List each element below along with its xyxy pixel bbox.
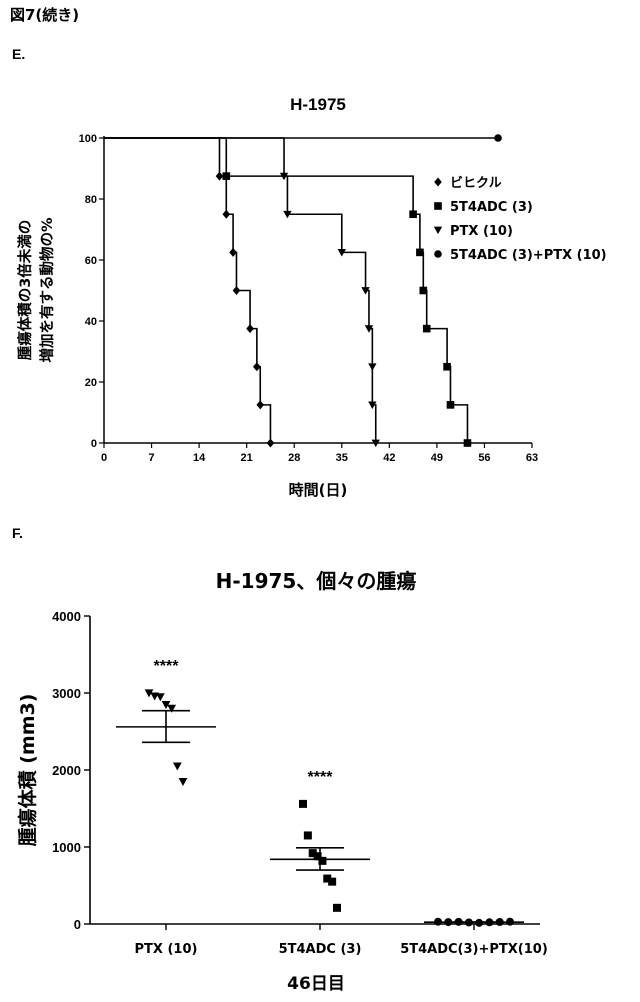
group-2-point bbox=[485, 918, 493, 926]
series-1-point bbox=[416, 249, 424, 257]
y-tick-label: 1000 bbox=[52, 840, 81, 855]
y-tick-label: 40 bbox=[85, 316, 97, 328]
x-tick-label: 21 bbox=[241, 452, 253, 464]
series-0-point bbox=[256, 400, 264, 409]
x-tick-label: PTX (10) bbox=[135, 942, 198, 957]
group-0-point bbox=[167, 705, 176, 713]
x-tick-label: 28 bbox=[288, 452, 300, 464]
y-tick-label: 100 bbox=[79, 133, 97, 145]
group-2-point bbox=[465, 918, 473, 926]
series-0-point bbox=[267, 438, 275, 447]
series-0-point bbox=[222, 210, 230, 219]
y-tick-label: 80 bbox=[85, 194, 97, 206]
legend-marker-0 bbox=[434, 177, 442, 186]
series-3-point bbox=[494, 134, 502, 142]
tumor-scatter-chart: H-1975、個々の腫瘍 0 1000 2000 3000 4000 腫瘍体積 (mm3) P… bbox=[0, 520, 640, 1002]
group-2-point bbox=[475, 919, 483, 927]
x-axis-label: 46日目 bbox=[287, 974, 345, 994]
x-axis-label: 時間(日) bbox=[289, 481, 348, 499]
x-tick-label: 63 bbox=[526, 452, 538, 464]
significance-annotation: **** bbox=[154, 658, 180, 675]
y-tick-label: 3000 bbox=[52, 686, 81, 701]
group-2-point bbox=[434, 918, 442, 926]
y-tick-label: 2000 bbox=[52, 763, 81, 778]
series-1-point bbox=[423, 325, 431, 333]
x-tick-label: 14 bbox=[193, 452, 206, 464]
y-tick-label: 0 bbox=[74, 917, 81, 932]
x-tick-label: 5T4ADC(3)+PTX(10) bbox=[400, 942, 548, 957]
legend-label-3: 5T4ADC (3)+PTX (10) bbox=[450, 248, 607, 263]
x-tick-label: 7 bbox=[148, 452, 154, 464]
significance-annotation: **** bbox=[308, 769, 334, 786]
series-0-point bbox=[246, 324, 254, 333]
group-2-point bbox=[506, 918, 514, 926]
series-1-point bbox=[464, 439, 472, 447]
group-2-point bbox=[455, 918, 463, 926]
x-tick-label: 35 bbox=[336, 452, 348, 464]
series-line-0 bbox=[104, 138, 270, 443]
legend-marker-1 bbox=[434, 202, 442, 210]
group-1-point bbox=[318, 857, 326, 865]
series-1-point bbox=[222, 172, 230, 180]
y-axis-label: 腫瘍体積 (mm3) bbox=[16, 694, 39, 847]
series-0-point bbox=[233, 286, 241, 295]
series-line-1 bbox=[104, 138, 467, 443]
group-2-point bbox=[444, 918, 452, 926]
chart-title: H-1975 bbox=[290, 95, 346, 114]
series-1-point bbox=[447, 401, 455, 409]
series-1-point bbox=[420, 287, 428, 295]
legend-marker-2 bbox=[434, 227, 442, 235]
group-0-point bbox=[173, 763, 182, 771]
x-tick-label: 56 bbox=[478, 452, 490, 464]
legend-label-2: PTX (10) bbox=[450, 224, 513, 239]
chart-title: H-1975、個々の腫瘍 bbox=[216, 569, 417, 593]
group-0-point bbox=[179, 778, 188, 786]
series-0-point bbox=[216, 172, 224, 181]
series-1-point bbox=[443, 363, 451, 371]
group-0-point bbox=[156, 693, 165, 701]
series-1-point bbox=[409, 210, 417, 218]
group-2-point bbox=[496, 918, 504, 926]
group-1-point bbox=[333, 904, 341, 912]
legend-marker-3 bbox=[434, 250, 442, 258]
survival-step-chart: H-1975 0 20 40 60 80 100 0 7 14 21 28 35 42 49 56 63 時間(日… bbox=[0, 0, 640, 520]
x-tick-label: 42 bbox=[383, 452, 395, 464]
legend-label-0: ビヒクル bbox=[450, 175, 502, 191]
x-tick-label: 0 bbox=[101, 452, 107, 464]
x-tick-label: 5T4ADC (3) bbox=[279, 942, 362, 957]
y-tick-label: 60 bbox=[85, 255, 97, 267]
y-axis-label-line: 増加を有する動物の% bbox=[38, 217, 56, 362]
y-tick-label: 20 bbox=[85, 377, 97, 389]
group-1-point bbox=[304, 831, 312, 839]
series-2-point bbox=[368, 363, 376, 371]
x-tick-label: 49 bbox=[431, 452, 443, 464]
legend-label-1: 5T4ADC (3) bbox=[450, 200, 533, 215]
y-tick-label: 4000 bbox=[52, 609, 81, 624]
group-1-point bbox=[299, 800, 307, 808]
y-axis-label-line: 腫瘍体積の3倍未満の bbox=[16, 220, 34, 361]
group-1-point bbox=[328, 878, 336, 886]
y-tick-label: 0 bbox=[91, 438, 97, 450]
